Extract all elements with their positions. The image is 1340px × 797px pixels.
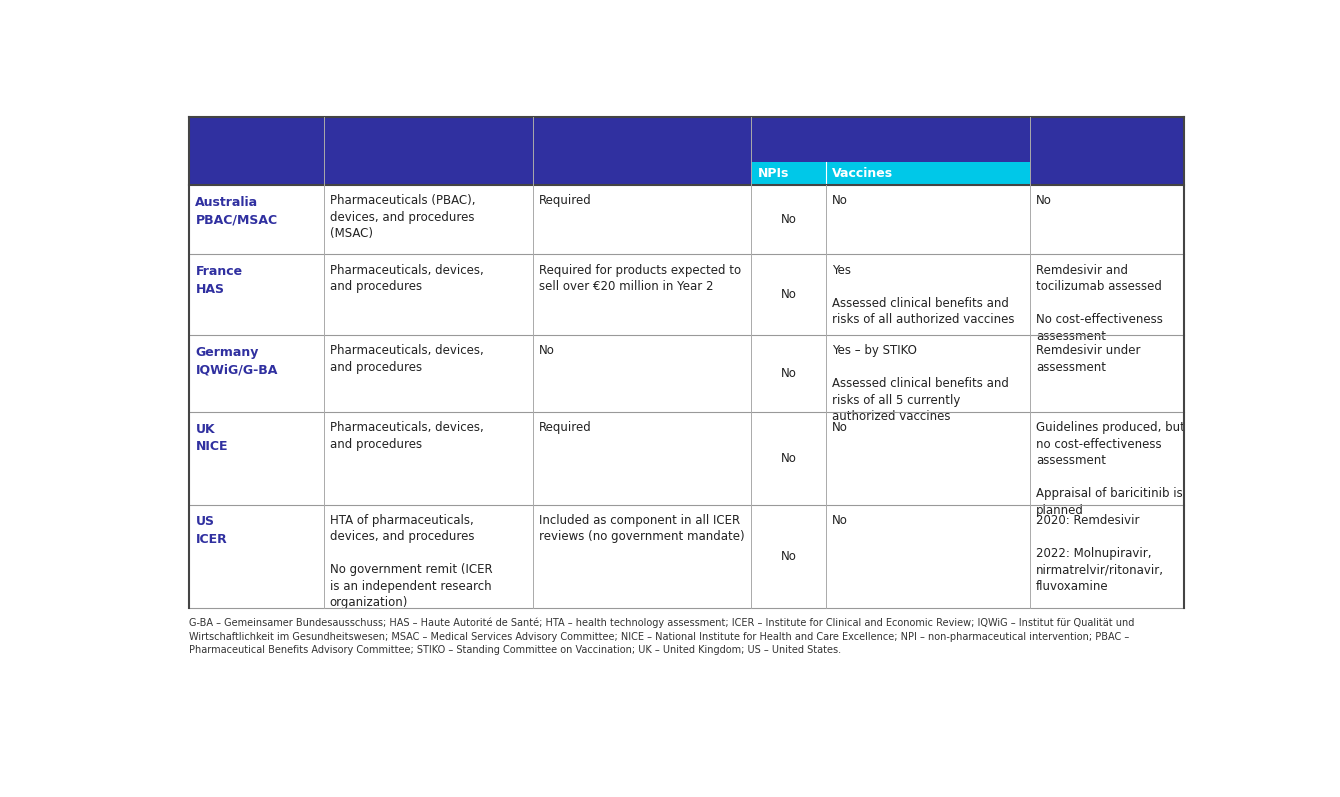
Text: Yes – by STIKO

Assessed clinical benefits and
risks of all 5 currently
authoriz: Yes – by STIKO Assessed clinical benefit… xyxy=(832,344,1009,423)
Text: No: No xyxy=(781,452,797,465)
Text: Treatments: Treatments xyxy=(1122,761,1206,774)
Text: No: No xyxy=(832,422,848,434)
Text: Pharmaceuticals, devices,
and procedures: Pharmaceuticals, devices, and procedures xyxy=(330,344,484,374)
Bar xyxy=(752,162,825,185)
Text: 2020: Remdesivir

2022: Molnupiravir,
nirmatrelvir/ritonavir,
fluvoxamine: 2020: Remdesivir 2022: Molnupiravir, nir… xyxy=(1036,514,1164,593)
Text: HTA remit: HTA remit xyxy=(209,761,284,774)
Text: G-BA – Gemeinsamer Bundesausschuss; HAS – Haute Autorité de Santé; HTA – health : G-BA – Gemeinsamer Bundesausschuss; HAS … xyxy=(189,618,1135,655)
Bar xyxy=(189,412,1185,505)
Text: No: No xyxy=(781,289,797,301)
Text: Cost-effectiveness assessment: Cost-effectiveness assessment xyxy=(478,761,710,774)
Text: Remdesivir under
assessment: Remdesivir under assessment xyxy=(1036,344,1140,374)
Bar xyxy=(189,254,1185,335)
Text: Included as component in all ICER
reviews (no government mandate): Included as component in all ICER review… xyxy=(539,514,744,544)
Text: No: No xyxy=(832,514,848,527)
Text: No: No xyxy=(539,344,555,357)
Bar xyxy=(189,117,1185,185)
Text: Required: Required xyxy=(539,194,591,207)
Text: Vaccines: Vaccines xyxy=(832,167,894,180)
Text: Pharmaceuticals (PBAC),
devices, and procedures
(MSAC): Pharmaceuticals (PBAC), devices, and pro… xyxy=(330,194,476,240)
Text: Pharmaceuticals, devices,
and procedures: Pharmaceuticals, devices, and procedures xyxy=(330,264,484,293)
Bar xyxy=(189,505,1185,608)
Text: Pharmaceuticals, devices,
and procedures: Pharmaceuticals, devices, and procedures xyxy=(330,422,484,451)
Text: Remdesivir and
tocilizumab assessed

No cost-effectiveness
assessment: Remdesivir and tocilizumab assessed No c… xyxy=(1036,264,1163,343)
Text: Germany
IQWiG/G-BA: Germany IQWiG/G-BA xyxy=(196,346,277,376)
Text: No: No xyxy=(832,194,848,207)
Text: France
HAS: France HAS xyxy=(196,265,243,296)
Text: UK
NICE: UK NICE xyxy=(196,423,228,453)
Text: US
ICER: US ICER xyxy=(196,516,228,546)
Text: Yes

Assessed clinical benefits and
risks of all authorized vaccines: Yes Assessed clinical benefits and risks… xyxy=(832,264,1014,326)
Text: NPIs: NPIs xyxy=(757,167,789,180)
Text: No: No xyxy=(781,367,797,380)
Text: Guidelines produced, but
no cost-effectiveness
assessment

Appraisal of bariciti: Guidelines produced, but no cost-effecti… xyxy=(1036,422,1185,516)
Text: COVID-19 assessments: COVID-19 assessments xyxy=(761,761,933,774)
Text: No: No xyxy=(781,550,797,563)
Bar xyxy=(189,335,1185,412)
Text: No: No xyxy=(1036,194,1052,207)
Text: Required for products expected to
sell over €20 million in Year 2: Required for products expected to sell o… xyxy=(539,264,741,293)
Text: Australia
PBAC/MSAC: Australia PBAC/MSAC xyxy=(196,196,277,226)
Bar xyxy=(189,185,1185,254)
Text: No: No xyxy=(781,213,797,226)
Text: HTA of pharmaceuticals,
devices, and procedures

No government remit (ICER
is an: HTA of pharmaceuticals, devices, and pro… xyxy=(330,514,492,609)
Text: Required: Required xyxy=(539,422,591,434)
Bar xyxy=(825,162,1030,185)
Text: Country/HTA
body: Country/HTA body xyxy=(36,761,130,791)
